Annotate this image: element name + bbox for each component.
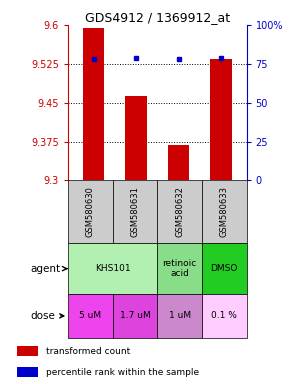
Text: 1.7 uM: 1.7 uM [120, 311, 151, 320]
Bar [17, 346, 38, 356]
Text: 0.1 %: 0.1 % [211, 311, 237, 320]
Text: agent: agent [30, 264, 67, 274]
Text: DMSO: DMSO [211, 264, 238, 273]
Text: KHS101: KHS101 [95, 264, 130, 273]
Bar [157, 294, 202, 338]
Bar [17, 367, 38, 377]
Bar [157, 180, 202, 243]
Bar [83, 28, 104, 180]
Text: GSM580630: GSM580630 [86, 187, 95, 237]
Bar [202, 180, 246, 243]
Bar [157, 243, 202, 294]
Bar [113, 294, 157, 338]
Text: transformed count: transformed count [46, 347, 131, 356]
Text: GSM580631: GSM580631 [130, 187, 139, 237]
Text: GSM580632: GSM580632 [175, 187, 184, 237]
Bar [68, 294, 113, 338]
Bar [202, 243, 246, 294]
Bar [68, 243, 157, 294]
Bar [168, 145, 189, 180]
Text: dose: dose [30, 311, 64, 321]
Bar [211, 59, 232, 180]
Title: GDS4912 / 1369912_at: GDS4912 / 1369912_at [85, 11, 230, 24]
Text: GSM580633: GSM580633 [220, 187, 229, 237]
Bar [113, 180, 157, 243]
Bar [126, 96, 147, 180]
Text: retinoic
acid: retinoic acid [162, 259, 197, 278]
Bar [68, 180, 113, 243]
Bar [202, 294, 246, 338]
Text: 5 uM: 5 uM [79, 311, 102, 320]
Text: 1 uM: 1 uM [168, 311, 191, 320]
Text: percentile rank within the sample: percentile rank within the sample [46, 367, 200, 377]
